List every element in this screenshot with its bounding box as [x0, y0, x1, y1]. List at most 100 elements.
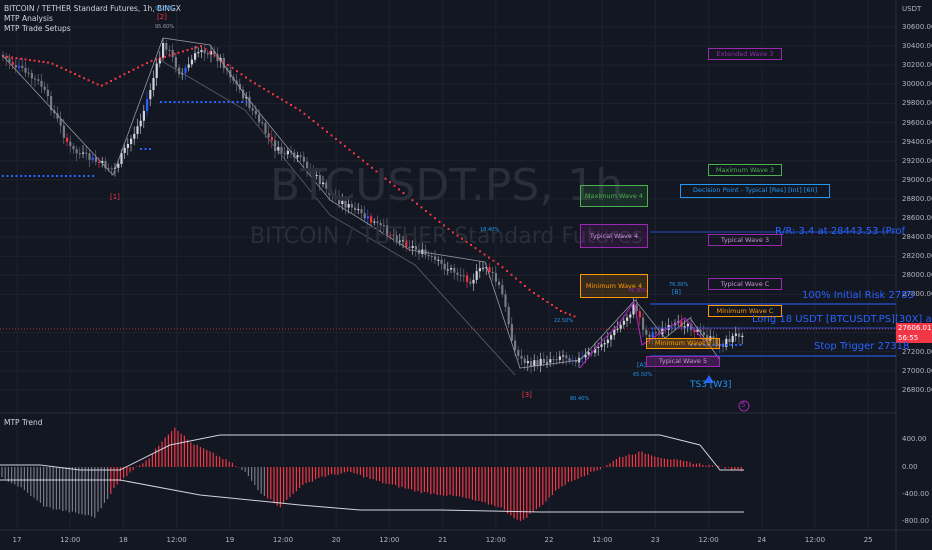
price-label: 28600.00 — [902, 214, 932, 222]
candle-body — [562, 355, 565, 357]
grid — [0, 0, 896, 530]
stop-dot-red — [42, 60, 45, 63]
stop-dot-red — [74, 73, 76, 76]
stop-dot-blue — [65, 175, 67, 177]
candle-body — [181, 73, 184, 75]
wave-pct-22: 22.50% — [554, 318, 574, 324]
candle-body — [440, 259, 443, 264]
price-label: 28400.00 — [902, 233, 932, 242]
wave-pct-a: 65.50% — [633, 372, 653, 378]
stop-dot-blue — [227, 101, 230, 103]
candle-body — [82, 152, 85, 154]
current-price-badge: 27606.01 56:55 — [896, 323, 932, 343]
candle-body — [379, 223, 382, 226]
stop-dot-red — [92, 81, 94, 84]
stop-dot-blue — [214, 101, 216, 103]
wave-line-purple — [579, 300, 706, 369]
candle-body — [712, 336, 715, 339]
stop-dot-red — [65, 68, 67, 71]
stop-dot-red — [177, 51, 180, 54]
candle-body — [715, 338, 718, 346]
wave-label-a: [A] — [637, 362, 646, 369]
price-label: 28200.00 — [902, 252, 932, 261]
candle-body — [450, 267, 453, 270]
candle-body — [699, 329, 702, 333]
candle-body — [341, 200, 344, 205]
stop-dot-blue — [60, 175, 63, 177]
stop-dot-blue — [169, 101, 171, 103]
target-minimum-wave-4: Minimum Wave 4 — [580, 274, 648, 298]
stop-dot-red — [96, 83, 99, 86]
symbol-title[interactable]: BITCOIN / TETHER Standard Futures, 1h, B… — [4, 4, 181, 13]
stop-dot-red — [263, 87, 265, 90]
stop-dot-blue — [232, 101, 234, 103]
wave-pct-2b: 95.60% — [155, 24, 175, 30]
alert-circle[interactable] — [738, 400, 750, 412]
stop-dot-blue — [83, 175, 85, 177]
candle-body — [174, 57, 177, 68]
stop-dot-blue — [245, 101, 248, 103]
stop-dot-red — [240, 73, 243, 76]
candle-body — [315, 175, 318, 177]
ts3-marker[interactable] — [704, 375, 714, 383]
candle-body — [248, 96, 251, 109]
candle-body — [482, 267, 485, 269]
stop-dot-blue — [200, 101, 203, 103]
time-label: 12:00 — [166, 536, 187, 544]
indicator-mtp-trade-setups[interactable]: MTP Trade Setups — [4, 24, 71, 33]
stop-dot-red — [344, 145, 346, 148]
candle-body — [242, 89, 245, 99]
price-label: 26800.00 — [902, 385, 932, 394]
candle-body — [72, 145, 75, 150]
stop-dot-blue — [735, 344, 737, 346]
wave-pct-3: 80.40% — [570, 396, 590, 402]
stop-dot-blue — [236, 101, 239, 103]
candle-body — [469, 281, 472, 284]
candle-body — [203, 50, 206, 54]
trend-bands — [0, 434, 744, 513]
stop-dot-red — [290, 104, 292, 106]
stop-dot-blue — [218, 101, 221, 103]
candle-body — [645, 329, 648, 335]
candle-body — [354, 207, 357, 211]
time-label: 12:00 — [379, 536, 400, 544]
stop-dot-blue — [33, 175, 36, 177]
stop-dot-red — [533, 292, 535, 294]
candle-body — [219, 57, 222, 62]
price-label: 27000.00 — [902, 366, 932, 375]
stop-dot-blue — [56, 175, 58, 177]
candle-body — [274, 140, 277, 152]
sub-panel-label: 400.00 — [902, 435, 927, 443]
stop-dot-red — [11, 56, 13, 59]
stop-dot-red — [452, 231, 454, 234]
candle-body — [286, 150, 289, 155]
stop-dot-red — [443, 224, 445, 227]
candle-body — [690, 323, 693, 331]
indicator-mtp-analysis[interactable]: MTP Analysis — [4, 14, 53, 23]
stop-dot-red — [474, 247, 477, 250]
candle-body — [187, 64, 190, 68]
stop-dot-red — [317, 123, 319, 126]
candle-body — [254, 110, 257, 115]
candle-body — [152, 77, 155, 91]
stop-dot-red — [330, 134, 333, 137]
stop-dot-blue — [690, 344, 692, 346]
stop-dot-red — [420, 206, 423, 209]
stop-dot-red — [375, 170, 378, 173]
candle-body — [149, 90, 152, 100]
candle-body — [386, 225, 389, 235]
wave-label-3: [3] — [522, 391, 532, 399]
candle-body — [376, 221, 379, 224]
stop-dot-red — [551, 304, 553, 306]
candle-body — [331, 194, 334, 196]
candle-body — [363, 213, 366, 219]
candle-body — [629, 314, 632, 318]
candle-body — [34, 78, 37, 80]
candle-body — [46, 89, 49, 97]
candle-body — [523, 358, 526, 364]
stop-dot-red — [146, 62, 148, 64]
candle-body — [686, 323, 689, 327]
initial-risk-label: 100% Initial Risk 2783 — [802, 290, 914, 301]
mtp-trend-title[interactable]: MTP Trend — [4, 418, 43, 427]
